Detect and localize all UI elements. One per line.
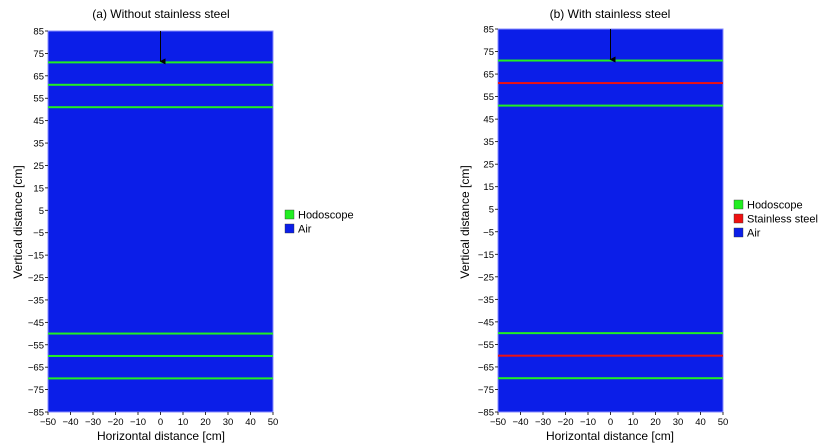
y-tick-label: −25 xyxy=(478,272,494,283)
x-tick-label: 40 xyxy=(245,417,256,428)
panel-title: (b) With stainless steel xyxy=(550,7,671,21)
legend-swatch xyxy=(284,223,295,234)
legend-swatch xyxy=(733,199,744,210)
y-tick-label: −75 xyxy=(28,385,44,396)
y-tick-label: −25 xyxy=(28,273,44,284)
legend-swatch xyxy=(284,209,295,220)
legend-label: Hodoscope xyxy=(747,200,803,212)
y-tick-label: 15 xyxy=(483,182,494,193)
y-tick-label: 5 xyxy=(489,205,494,216)
legend-swatch xyxy=(733,227,744,238)
x-tick-label: −20 xyxy=(557,417,573,428)
hodoscope-layer xyxy=(48,354,273,357)
hodoscope-layer xyxy=(48,61,273,64)
y-tick-label: −65 xyxy=(28,363,44,374)
legend-label: Air xyxy=(298,224,312,236)
x-axis-label: Horizontal distance [cm] xyxy=(546,429,674,443)
y-tick-label: −35 xyxy=(478,295,494,306)
y-tick-label: 85 xyxy=(33,27,44,38)
y-tick-label: −55 xyxy=(478,340,494,351)
x-ticks: −50 −40 −30 −20 −10 0 10 20 30 40 50 xyxy=(40,412,278,428)
y-tick-label: −85 xyxy=(478,408,494,419)
y-tick-label: 85 xyxy=(483,25,494,36)
x-tick-label: 50 xyxy=(718,417,729,428)
y-tick-label: 35 xyxy=(483,137,494,148)
hodoscope-layer xyxy=(48,106,273,109)
x-tick-label: −10 xyxy=(580,417,596,428)
x-tick-label: 0 xyxy=(158,417,163,428)
y-tick-label: 45 xyxy=(33,116,44,127)
y-tick-label: −35 xyxy=(28,295,44,306)
x-tick-label: 20 xyxy=(650,417,661,428)
legend: Hodoscope Air xyxy=(284,209,354,236)
y-axis-label: Vertical distance [cm] xyxy=(11,165,25,278)
x-tick-label: −50 xyxy=(40,417,56,428)
panel-without-steel: (a) Without stainless steel 85 75 65 55 45 35… xyxy=(11,7,354,443)
x-tick-label: 10 xyxy=(178,417,189,428)
y-tick-label: −15 xyxy=(28,251,44,262)
panel-with-steel: (b) With stainless steel 85 75 65 55 45 35 25 1… xyxy=(458,7,818,443)
y-tick-label: 75 xyxy=(33,49,44,60)
x-tick-label: −30 xyxy=(85,417,101,428)
x-tick-label: −40 xyxy=(512,417,528,428)
y-tick-label: −85 xyxy=(28,408,44,419)
x-tick-label: −30 xyxy=(535,417,551,428)
y-tick-label: 15 xyxy=(33,183,44,194)
y-ticks: 85 75 65 55 45 35 25 15 5 −5 −15 −25 −35 −45 −55 −65 −75… xyxy=(478,25,498,419)
x-tick-label: 50 xyxy=(268,417,279,428)
hodoscope-layer xyxy=(498,377,723,380)
stainless-steel-layer xyxy=(498,82,723,85)
x-tick-label: −40 xyxy=(62,417,78,428)
x-tick-label: 30 xyxy=(673,417,684,428)
x-axis-label: Horizontal distance [cm] xyxy=(97,429,225,443)
y-tick-label: −45 xyxy=(478,317,494,328)
y-tick-label: 25 xyxy=(483,160,494,171)
hodoscope-layer xyxy=(48,83,273,86)
y-tick-label: −5 xyxy=(33,228,44,239)
y-tick-label: 45 xyxy=(483,115,494,126)
stainless-steel-layer xyxy=(498,354,723,357)
plot-area-air xyxy=(47,30,274,413)
legend-label: Stainless steel xyxy=(747,214,818,226)
x-tick-label: 0 xyxy=(608,417,613,428)
y-tick-label: −75 xyxy=(478,385,494,396)
legend-label: Hodoscope xyxy=(298,210,354,222)
y-tick-label: 55 xyxy=(483,92,494,103)
y-tick-label: 65 xyxy=(483,70,494,81)
y-tick-label: 65 xyxy=(33,71,44,82)
x-tick-label: −10 xyxy=(130,417,146,428)
x-tick-label: −50 xyxy=(490,417,506,428)
y-tick-label: 5 xyxy=(39,206,44,217)
y-tick-label: 75 xyxy=(483,47,494,58)
x-tick-label: −20 xyxy=(107,417,123,428)
y-tick-label: −45 xyxy=(28,318,44,329)
x-ticks: −50 −40 −30 −20 −10 0 10 20 30 40 50 xyxy=(490,412,728,428)
hodoscope-layer xyxy=(498,59,723,62)
x-tick-label: 40 xyxy=(695,417,706,428)
y-tick-label: −15 xyxy=(478,250,494,261)
y-tick-label: 35 xyxy=(33,139,44,150)
hodoscope-layer xyxy=(498,104,723,107)
legend-swatch xyxy=(733,213,744,224)
y-tick-label: −5 xyxy=(483,227,494,238)
x-tick-label: 30 xyxy=(223,417,234,428)
y-axis-label: Vertical distance [cm] xyxy=(458,165,472,278)
hodoscope-layer xyxy=(48,332,273,335)
hodoscope-layer xyxy=(48,377,273,380)
x-tick-label: 20 xyxy=(200,417,211,428)
legend-label: Air xyxy=(747,228,761,240)
x-tick-label: 10 xyxy=(628,417,639,428)
plot-area-air xyxy=(497,28,724,413)
panel-title: (a) Without stainless steel xyxy=(92,7,229,21)
y-ticks: 85 75 65 55 45 35 25 15 5 −5 −15 −25 −35 −45 −55 −65 −75… xyxy=(28,27,48,419)
legend: Hodoscope Stainless steel Air xyxy=(733,199,818,240)
y-tick-label: −55 xyxy=(28,340,44,351)
y-tick-label: −65 xyxy=(478,362,494,373)
y-tick-label: 25 xyxy=(33,161,44,172)
y-tick-label: 55 xyxy=(33,94,44,105)
hodoscope-layer xyxy=(498,332,723,335)
